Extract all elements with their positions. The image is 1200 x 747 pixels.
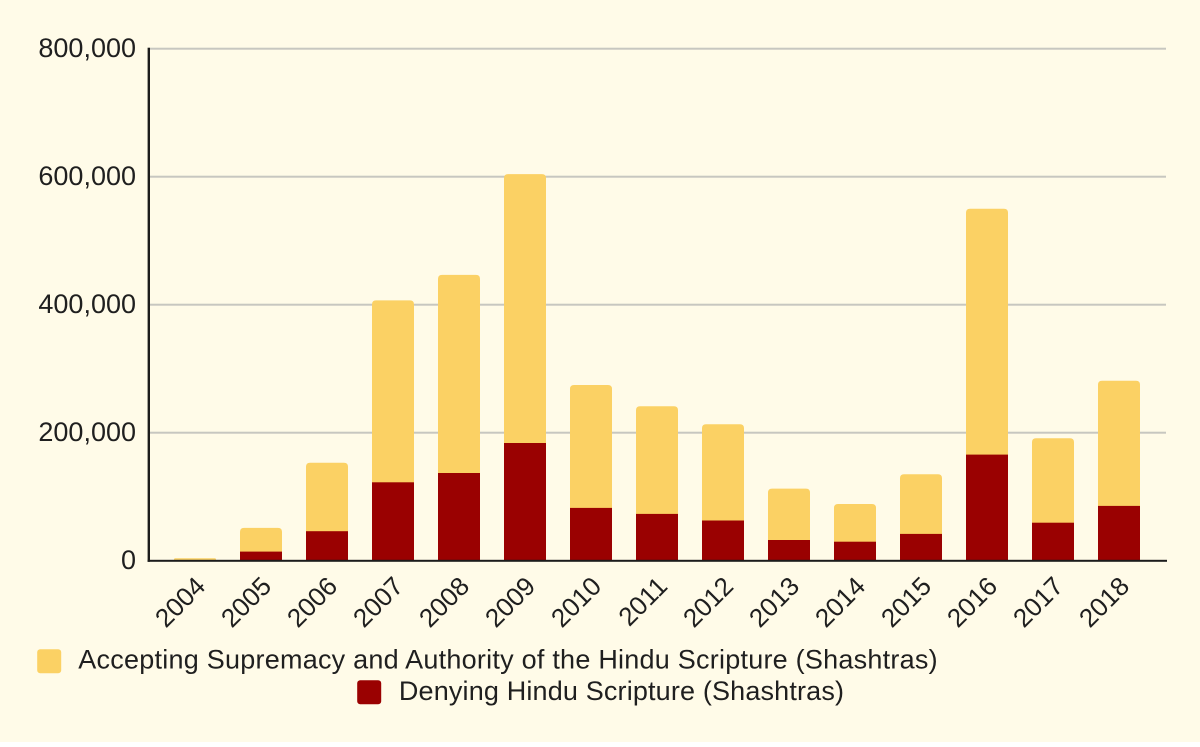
svg-text:400,000: 400,000	[38, 289, 136, 319]
svg-text:600,000: 600,000	[38, 161, 136, 191]
svg-text:200,000: 200,000	[38, 417, 136, 447]
svg-text:800,000: 800,000	[38, 33, 136, 63]
svg-text:Denying Hindu Scripture (Shash: Denying Hindu Scripture (Shashtras)	[399, 676, 844, 706]
svg-text:Accepting Supremacy and Author: Accepting Supremacy and Authority of the…	[78, 645, 937, 675]
svg-text:0: 0	[121, 545, 136, 575]
